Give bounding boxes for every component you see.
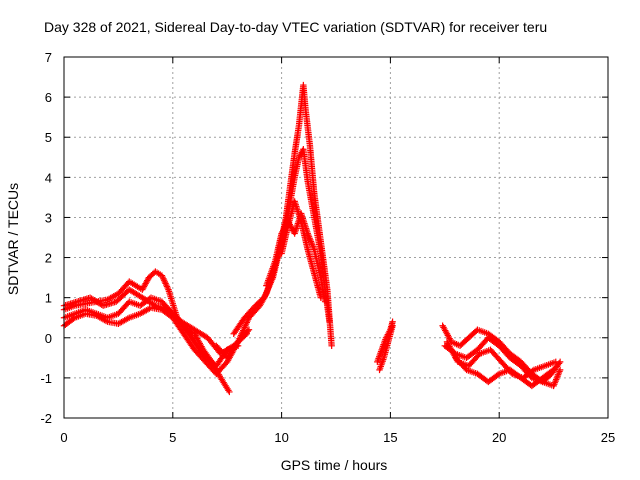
- y-tick-label: 1: [45, 291, 52, 306]
- data-point: [389, 322, 396, 329]
- x-tick-label: 0: [60, 430, 67, 445]
- y-tick-label: 0: [45, 331, 52, 346]
- data-point: [550, 366, 557, 374]
- data-point: [245, 326, 253, 333]
- data-points: [60, 81, 564, 396]
- x-axis-label: GPS time / hours: [281, 457, 388, 473]
- data-point: [321, 298, 329, 305]
- y-tick-label: 6: [45, 90, 52, 105]
- axis-ticks: 0 5 10 15 20 25 -2 -1 0 1 2 3 4 5 6 7: [40, 50, 615, 445]
- data-point: [317, 294, 324, 301]
- plot-frame: [63, 56, 609, 419]
- y-tick-label: 5: [45, 130, 52, 145]
- x-tick-label: 10: [274, 430, 288, 445]
- data-point: [552, 358, 559, 366]
- y-tick-label: 3: [45, 210, 52, 225]
- y-tick-label: -2: [40, 411, 52, 426]
- y-tick-label: 4: [45, 170, 52, 185]
- data-point: [549, 367, 556, 375]
- x-tick-label: 20: [492, 430, 506, 445]
- y-tick-label: -1: [40, 371, 52, 386]
- x-tick-label: 5: [169, 430, 176, 445]
- data-point: [555, 360, 563, 367]
- grid: [64, 57, 608, 418]
- y-tick-label: 7: [45, 50, 52, 65]
- data-point: [326, 318, 333, 325]
- data-point: [150, 301, 158, 308]
- data-point: [328, 342, 335, 349]
- y-axis-label: SDTVAR / TECUs: [5, 183, 21, 295]
- data-point: [556, 366, 564, 374]
- x-tick-label: 15: [383, 430, 397, 445]
- y-tick-label: 2: [45, 251, 52, 266]
- x-tick-label: 25: [601, 430, 615, 445]
- data-point: [226, 388, 233, 396]
- chart-title: Day 328 of 2021, Sidereal Day-to-day VTE…: [44, 19, 547, 35]
